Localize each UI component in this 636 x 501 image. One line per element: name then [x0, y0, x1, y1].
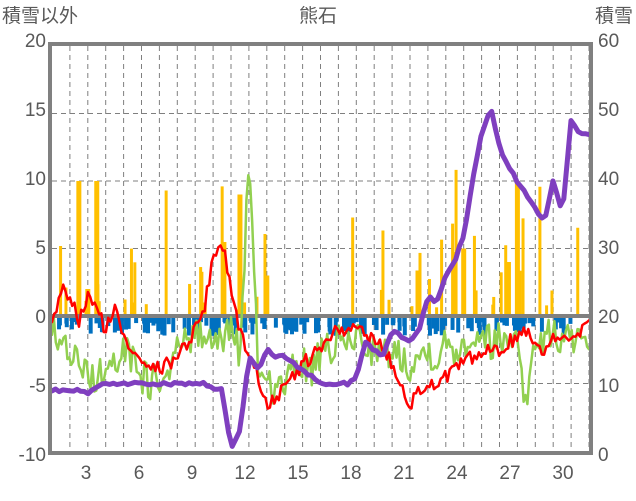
plot-area [52, 46, 589, 451]
plot-frame [48, 42, 593, 455]
y-left-tick-2: 10 [24, 169, 46, 190]
right-axis-title: 積雪 [594, 6, 633, 27]
y-right-tick-6: 0 [598, 445, 609, 466]
y-right-tick-1: 50 [598, 100, 620, 121]
y-left-tick-3: 5 [35, 238, 46, 259]
x-tick-6: 6 [133, 463, 145, 484]
x-tick-30: 30 [552, 463, 574, 484]
x-tick-15: 15 [287, 463, 309, 484]
y-right-tick-3: 30 [598, 238, 620, 259]
gridlines [52, 46, 589, 451]
temperature-series [52, 244, 589, 410]
y-right-tick-0: 60 [598, 31, 620, 52]
y-left-tick-6: -10 [18, 445, 46, 466]
plot-svg [52, 46, 589, 451]
y-left-tick-1: 15 [24, 100, 46, 121]
snow-depth-series [52, 108, 589, 449]
x-tick-24: 24 [446, 463, 468, 484]
left-axis-title: 積雪以外 [2, 6, 79, 27]
y-left-tick-4: 0 [35, 307, 46, 328]
x-tick-27: 27 [499, 463, 521, 484]
x-tick-9: 9 [186, 463, 198, 484]
x-tick-18: 18 [340, 463, 362, 484]
y-right-tick-4: 20 [598, 307, 620, 328]
x-tick-21: 21 [393, 463, 415, 484]
y-right-tick-5: 10 [598, 376, 620, 397]
y-right-tick-2: 40 [598, 169, 620, 190]
y-left-tick-5: -5 [29, 376, 46, 397]
y-left-tick-0: 20 [24, 31, 46, 52]
chart-title: 熊石 [298, 6, 337, 27]
precipitation-bars [59, 169, 580, 316]
x-tick-12: 12 [234, 463, 256, 484]
x-tick-3: 3 [80, 463, 92, 484]
